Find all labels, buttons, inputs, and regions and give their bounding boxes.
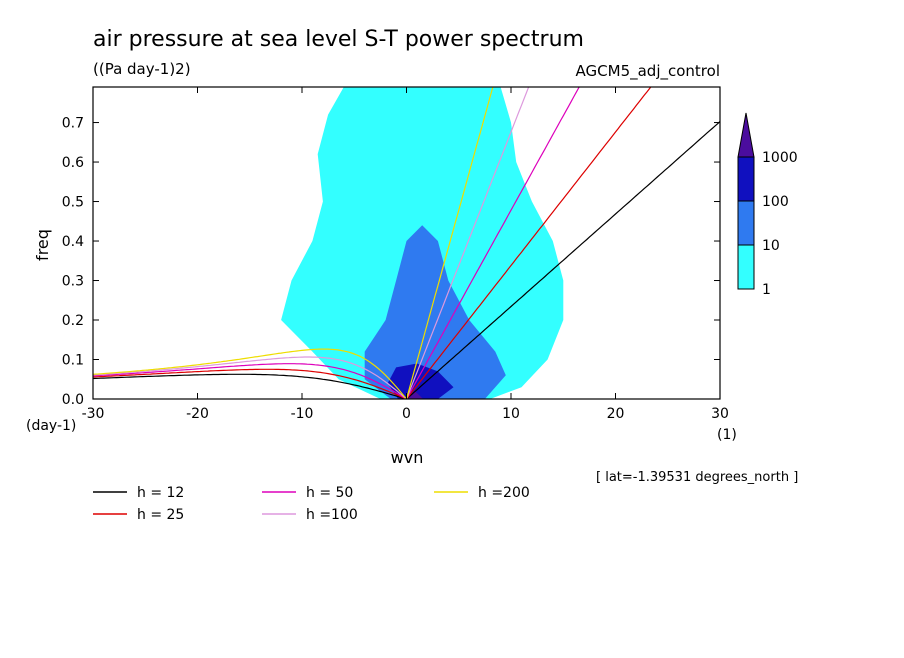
dispersion-curves [93,87,720,399]
y-tick-label: 0.5 [62,195,84,211]
colorbar-arrow [737,112,755,158]
x-tick-label: -30 [82,406,105,422]
legend-label: h =100 [306,507,358,523]
x-tick-label: 20 [607,406,625,422]
dispersion-er-h12 [93,373,407,399]
y-tick-label: 0.7 [62,116,84,132]
latitude-annotation: [ lat=-1.39531 degrees_north ] [596,470,798,485]
y-tick-label: 0.0 [62,392,84,408]
chart-units: ((Pa day-1)2) [93,60,191,78]
x-tick-label: 30 [711,406,729,422]
dispersion-kelvin-h12 [406,121,720,399]
legend-label: h = 25 [137,507,184,523]
legend: h = 12 h = 25 h = 50 h =100 h =200 [93,485,530,523]
x-tick-label: -20 [186,406,209,422]
colorbar-label: 1 [762,282,771,298]
dispersion-er-h100 [93,356,407,399]
colorbar: 1 10 100 1000 [737,112,798,298]
legend-label: h = 12 [137,485,184,501]
power-region-1000 [405,391,424,399]
x-axis-label: wvn [391,448,424,467]
y-tick-label: 0.6 [62,155,84,171]
x-tick-label: 0 [402,406,411,422]
x-axis: -30 -20 -10 0 10 20 30 [82,87,729,422]
chart-title: air pressure at sea level S-T power spec… [93,27,584,52]
legend-label: h =200 [478,485,530,501]
dispersion-kelvin-h25 [406,87,652,399]
experiment-label: AGCM5_adj_control [576,62,720,81]
y-axis-label: freq [33,229,52,261]
x-unit-label: (1) [717,427,737,443]
y-tick-label: 0.4 [62,234,84,250]
dispersion-er-h200 [93,348,407,399]
y-tick-label: 0.1 [62,353,84,369]
y-unit-label: (day-1) [26,418,76,434]
power-regions [281,87,564,399]
dispersion-er-h50 [93,363,407,399]
colorbar-segment [737,244,755,290]
dispersion-kelvin-h50 [405,87,580,399]
y-tick-label: 0.2 [62,313,84,329]
y-axis: 0.0 0.1 0.2 0.3 0.4 0.5 0.6 0.7 [62,116,720,408]
power-region-10 [364,225,506,399]
colorbar-label: 1000 [762,150,798,166]
colorbar-label: 10 [762,238,780,254]
colorbar-segment [737,156,755,202]
colorbar-label: 100 [762,194,789,210]
dispersion-kelvin-h200 [405,87,494,399]
dispersion-kelvin-h100 [405,87,530,399]
colorbar-segment [737,200,755,246]
x-tick-label: 10 [502,406,520,422]
legend-label: h = 50 [306,485,353,501]
x-tick-label: -10 [291,406,314,422]
dispersion-er-h25 [93,368,407,399]
y-tick-label: 0.3 [62,274,84,290]
